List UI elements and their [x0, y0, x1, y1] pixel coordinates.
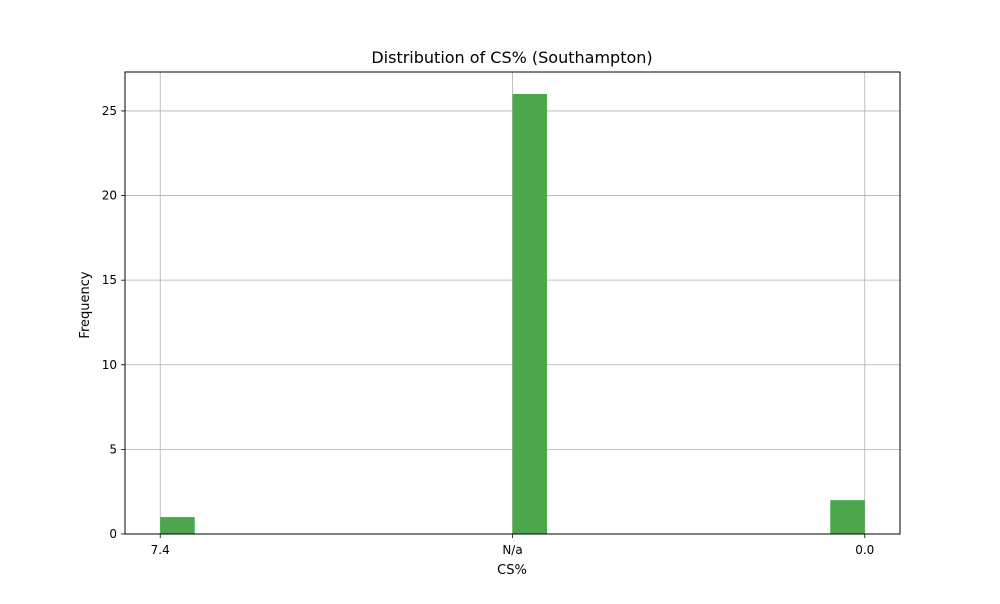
- y-axis-ticks: 0 5 10 15 20 25: [102, 104, 125, 541]
- x-tick-label: 0.0: [855, 543, 874, 557]
- bar-7.4: [160, 517, 195, 534]
- x-axis-label: CS%: [497, 563, 527, 578]
- y-tick-label: 20: [102, 189, 117, 203]
- y-axis-label: Frequency: [78, 271, 93, 338]
- bars: [160, 94, 865, 534]
- y-tick-label: 25: [102, 104, 117, 118]
- bar-N/a: [512, 94, 547, 534]
- x-tick-label: N/a: [502, 543, 522, 557]
- y-tick-label: 10: [102, 358, 117, 372]
- x-tick-label: 7.4: [151, 543, 170, 557]
- chart-title: Distribution of CS% (Southampton): [371, 48, 652, 67]
- bar-0.0: [830, 500, 865, 534]
- x-axis-ticks: 7.4 N/a 0.0: [151, 534, 874, 557]
- y-tick-label: 0: [109, 527, 117, 541]
- y-tick-label: 5: [109, 442, 117, 456]
- y-tick-label: 15: [102, 273, 117, 287]
